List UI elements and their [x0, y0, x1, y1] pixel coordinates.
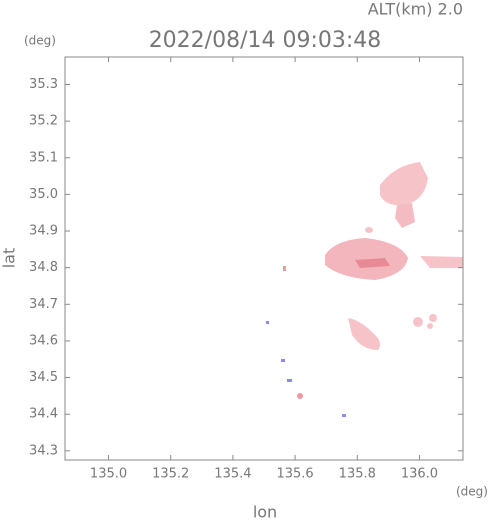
y-tick-label: 34.8: [29, 260, 58, 275]
y-tick-label: 34.3: [29, 443, 58, 458]
echo: [429, 314, 437, 322]
y-tick-label: 35.2: [29, 114, 58, 129]
echo: [420, 256, 463, 268]
x-tick-label: 135.8: [339, 467, 376, 482]
echo: [380, 162, 428, 206]
x-axis-label: lon: [253, 503, 277, 521]
echo: [283, 266, 286, 271]
echo: [297, 393, 303, 399]
echo: [287, 379, 292, 382]
y-tick-label: 35.3: [29, 77, 58, 92]
y-tick-label: 35.0: [29, 187, 58, 202]
y-tick-label: 34.7: [29, 297, 58, 312]
y-tick-label: 34.5: [29, 370, 58, 385]
echo: [365, 227, 373, 233]
echo: [413, 317, 423, 327]
echo: [348, 318, 380, 350]
x-tick-label: 135.0: [90, 467, 127, 482]
altitude-label: ALT(km) 2.0: [368, 0, 463, 19]
echo: [427, 323, 433, 329]
y-tick-label: 34.4: [29, 407, 58, 422]
x-tick-label: 135.2: [152, 467, 189, 482]
echo: [325, 238, 408, 280]
echo: [342, 414, 346, 417]
echo: [266, 321, 269, 324]
x-tick-label: 135.4: [214, 467, 251, 482]
y-unit: (deg): [24, 34, 56, 48]
y-tick-label: 35.1: [29, 150, 58, 165]
plot-frame: [64, 56, 464, 461]
y-tick-label: 34.9: [29, 224, 58, 239]
y-axis-label: lat: [0, 248, 19, 269]
y-tick-label: 34.6: [29, 333, 58, 348]
chart-title: 2022/08/14 09:03:48: [149, 28, 382, 53]
echo: [281, 359, 285, 362]
x-tick-label: 136.0: [401, 467, 438, 482]
echo: [395, 203, 415, 228]
echo: [355, 258, 390, 268]
x-unit: (deg): [456, 485, 488, 499]
x-tick-label: 135.6: [276, 467, 313, 482]
echo-areas: [266, 162, 463, 417]
